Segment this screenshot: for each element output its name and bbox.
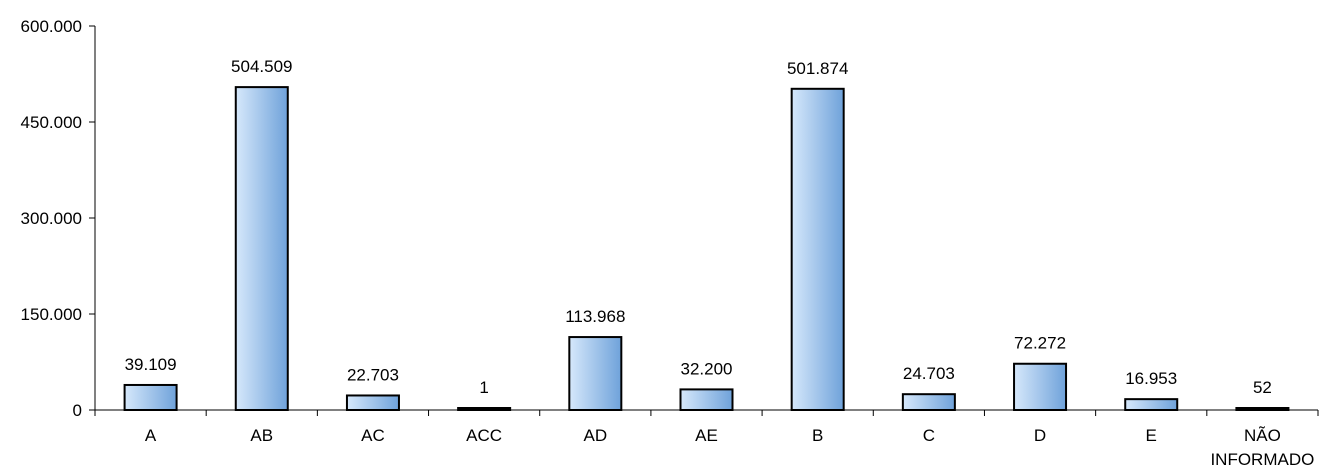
bar (457, 407, 512, 411)
data-label: 16.953 (1125, 369, 1177, 388)
x-tick-label: AD (584, 426, 608, 445)
data-label: 52 (1253, 378, 1272, 397)
x-tick-label: AB (250, 426, 273, 445)
x-tick-label: C (923, 426, 935, 445)
y-tick-label: 300.000 (21, 209, 82, 228)
data-label: 504.509 (231, 57, 292, 76)
bar (123, 383, 178, 412)
bar (1013, 362, 1068, 411)
x-tick-label: AE (695, 426, 718, 445)
data-label: 1 (479, 378, 488, 397)
x-tick-label: E (1146, 426, 1157, 445)
y-tick-label: 0 (73, 401, 82, 420)
data-label: 39.109 (125, 355, 177, 374)
y-tick-label: 150.000 (21, 305, 82, 324)
data-label: 32.200 (681, 359, 733, 378)
bar (345, 394, 400, 412)
bar (679, 388, 734, 411)
bar (790, 87, 845, 412)
bar (234, 86, 289, 412)
bar (1235, 407, 1290, 411)
x-tick-label: D (1034, 426, 1046, 445)
data-label: 22.703 (347, 365, 399, 384)
bar (1124, 398, 1179, 412)
data-label: 24.703 (903, 364, 955, 383)
y-tick-label: 600.000 (21, 17, 82, 36)
bar (568, 336, 623, 412)
x-tick-label: ACC (466, 426, 502, 445)
data-label: 113.968 (565, 307, 625, 326)
data-label: 501.874 (787, 59, 848, 78)
x-tick-label: A (145, 426, 157, 445)
x-tick-label: AC (361, 426, 385, 445)
x-tick-label: B (812, 426, 823, 445)
data-label: 72.272 (1014, 334, 1066, 353)
y-tick-label: 450.000 (21, 113, 82, 132)
bar (901, 393, 956, 412)
x-tick-label: NÃO INFORMADO (1210, 426, 1314, 469)
